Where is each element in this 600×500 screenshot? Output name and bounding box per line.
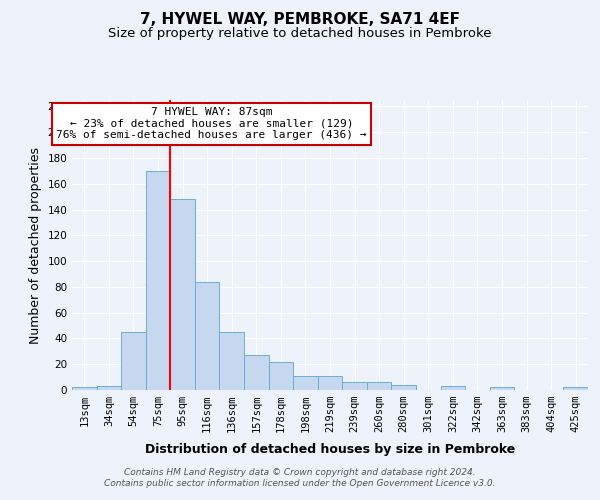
Text: Contains HM Land Registry data © Crown copyright and database right 2024.
Contai: Contains HM Land Registry data © Crown c… (104, 468, 496, 487)
Bar (342, 382, 367, 390)
Y-axis label: Number of detached properties: Number of detached properties (29, 146, 42, 344)
Bar (269, 362, 293, 390)
Bar (563, 388, 588, 390)
Bar (244, 355, 269, 390)
Bar (391, 385, 416, 390)
Bar (367, 382, 391, 390)
Bar (72, 388, 97, 390)
Bar (97, 386, 121, 390)
Bar (195, 282, 220, 390)
Text: 7 HYWEL WAY: 87sqm
← 23% of detached houses are smaller (129)
76% of semi-detach: 7 HYWEL WAY: 87sqm ← 23% of detached hou… (56, 108, 367, 140)
Bar (490, 388, 514, 390)
Text: Distribution of detached houses by size in Pembroke: Distribution of detached houses by size … (145, 442, 515, 456)
Bar (121, 332, 146, 390)
Text: Size of property relative to detached houses in Pembroke: Size of property relative to detached ho… (108, 28, 492, 40)
Bar (170, 199, 195, 390)
Bar (220, 332, 244, 390)
Text: 7, HYWEL WAY, PEMBROKE, SA71 4EF: 7, HYWEL WAY, PEMBROKE, SA71 4EF (140, 12, 460, 28)
Bar (318, 376, 342, 390)
Bar (146, 171, 170, 390)
Bar (293, 376, 318, 390)
Bar (440, 386, 465, 390)
